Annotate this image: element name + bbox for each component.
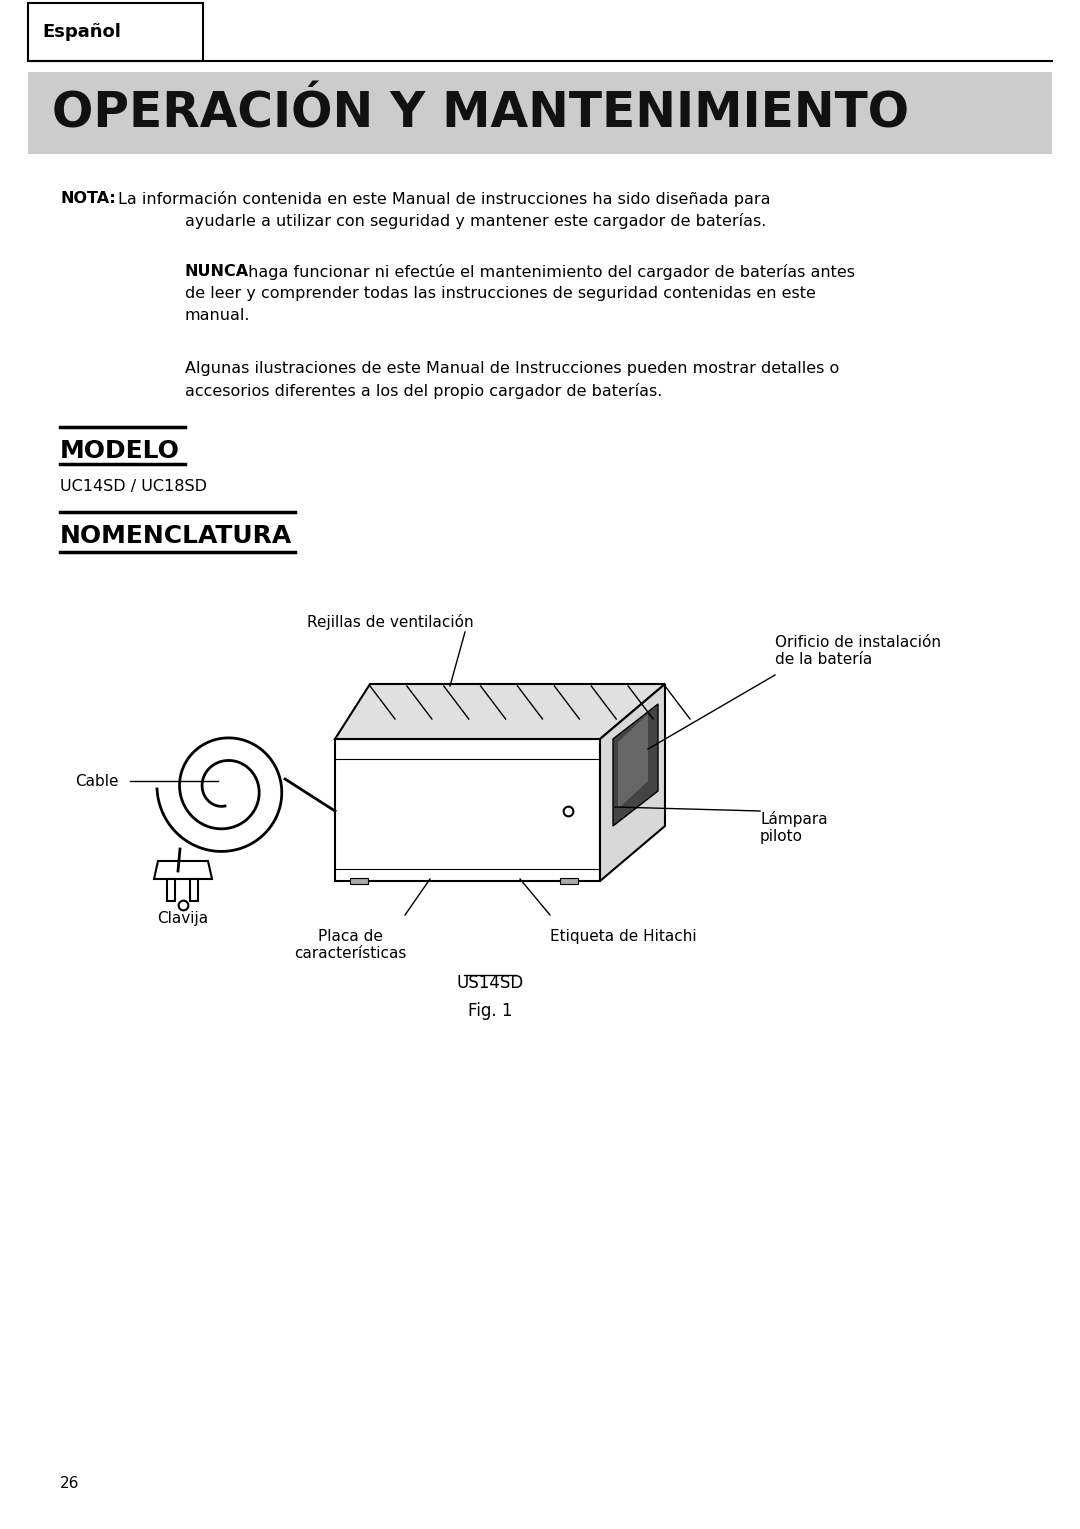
Text: MODELO: MODELO (60, 439, 180, 463)
Text: OPERACIÓN Y MANTENIMIENTO: OPERACIÓN Y MANTENIMIENTO (52, 89, 909, 138)
Bar (350, 878, 368, 884)
Bar (167, 879, 175, 901)
Text: Rejillas de ventilación: Rejillas de ventilación (307, 615, 473, 630)
FancyBboxPatch shape (28, 3, 203, 61)
Text: haga funcionar ni efectúe el mantenimiento del cargador de baterías antes: haga funcionar ni efectúe el mantenimien… (243, 265, 855, 280)
FancyBboxPatch shape (28, 72, 1052, 154)
Text: Orificio de instalación
de la batería: Orificio de instalación de la batería (775, 635, 941, 667)
Polygon shape (154, 861, 212, 879)
Text: Algunas ilustraciones de este Manual de Instrucciones pueden mostrar detalles o: Algunas ilustraciones de este Manual de … (185, 361, 839, 376)
Text: ayudarle a utilizar con seguridad y mantener este cargador de baterías.: ayudarle a utilizar con seguridad y mant… (185, 213, 767, 229)
Text: de leer y comprender todas las instrucciones de seguridad contenidas en este: de leer y comprender todas las instrucci… (185, 286, 815, 301)
Text: Etiqueta de Hitachi: Etiqueta de Hitachi (550, 930, 697, 943)
Text: NUNCA: NUNCA (185, 265, 249, 278)
Bar (561, 878, 578, 884)
Bar (190, 879, 198, 901)
Text: NOTA:: NOTA: (60, 191, 116, 206)
Text: La información contenida en este Manual de instrucciones ha sido diseñada para: La información contenida en este Manual … (118, 191, 770, 206)
Text: Cable: Cable (75, 774, 119, 789)
Polygon shape (618, 714, 648, 809)
Text: NOMENCLATURA: NOMENCLATURA (60, 524, 293, 547)
Polygon shape (613, 703, 658, 826)
Text: Fig. 1: Fig. 1 (468, 1001, 512, 1020)
Polygon shape (335, 739, 600, 881)
Text: Clavija: Clavija (158, 911, 208, 927)
Text: US14SD: US14SD (457, 974, 524, 992)
Text: Lámpara
piloto: Lámpara piloto (760, 810, 827, 844)
Polygon shape (335, 683, 665, 739)
Text: UC14SD / UC18SD: UC14SD / UC18SD (60, 479, 207, 494)
Text: Español: Español (42, 23, 121, 41)
Text: 26: 26 (60, 1475, 79, 1491)
Polygon shape (600, 683, 665, 881)
Text: Placa de
características: Placa de características (294, 930, 406, 962)
Text: manual.: manual. (185, 307, 251, 323)
Text: accesorios diferentes a los del propio cargador de baterías.: accesorios diferentes a los del propio c… (185, 382, 662, 399)
